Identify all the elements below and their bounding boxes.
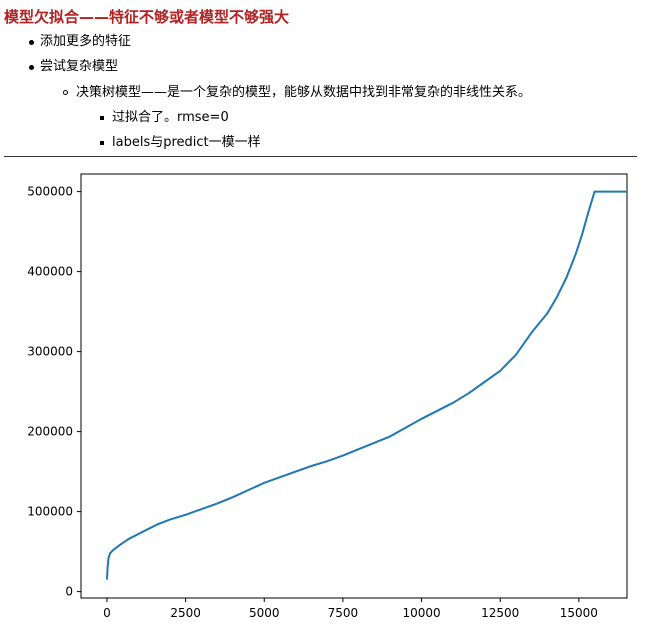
- x-tick-label: 5000: [249, 606, 280, 620]
- y-tick-label: 0: [65, 585, 73, 599]
- page-heading: 模型欠拟合——特征不够或者模型不够强大: [4, 8, 290, 26]
- bullet-square-icon: [100, 116, 104, 120]
- x-tick-label: 15000: [560, 606, 598, 620]
- horizontal-rule: [4, 156, 637, 157]
- bullet-circle-icon: [63, 90, 68, 95]
- series-line: [106, 190, 627, 580]
- list-item-complex-model: 尝试复杂模型: [29, 58, 119, 76]
- sub-sub-item-overfit: 过拟合了。rmse=0: [100, 109, 229, 127]
- plot-frame: [80, 173, 628, 599]
- line-chart: 0 2500 5000 7500 10000 12500 15000 0 100000 20000…: [27, 173, 628, 620]
- bullet-disc-icon: [29, 40, 34, 45]
- x-tick-label: 7500: [328, 606, 359, 620]
- bullet-disc-icon: [29, 65, 34, 70]
- bullet-square-icon: [100, 141, 104, 145]
- x-tick-label: 0: [103, 606, 111, 620]
- sub-sub-item-label: 过拟合了。rmse=0: [112, 110, 229, 125]
- sub-sub-item-label: labels与predict一模一样: [112, 135, 261, 150]
- y-tick-label: 200000: [27, 425, 73, 439]
- y-tick-label: 100000: [27, 505, 73, 519]
- y-tick-label: 300000: [27, 345, 73, 359]
- list-item-label: 尝试复杂模型: [40, 59, 119, 74]
- sub-sub-item-identical: labels与predict一模一样: [100, 134, 261, 152]
- list-item-label: 添加更多的特征: [40, 34, 132, 49]
- x-tick-label: 10000: [402, 606, 440, 620]
- x-tick-label: 12500: [481, 606, 519, 620]
- y-tick-label: 500000: [27, 185, 73, 199]
- sub-item-decision-tree: 决策树模型——是一个复杂的模型，能够从数据中找到非常复杂的非线性关系。: [63, 84, 532, 102]
- x-tick-label: 2500: [170, 606, 201, 620]
- list-item-add-features: 添加更多的特征: [29, 33, 132, 51]
- sub-item-label: 决策树模型——是一个复杂的模型，能够从数据中找到非常复杂的非线性关系。: [76, 85, 532, 100]
- y-tick-label: 400000: [27, 265, 73, 279]
